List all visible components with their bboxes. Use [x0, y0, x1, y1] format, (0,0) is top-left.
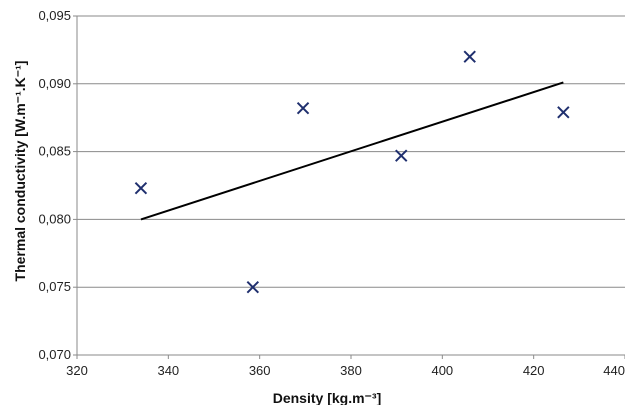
y-axis-title: Thermal conductivity [W.m⁻¹.K⁻¹] [12, 61, 28, 282]
y-tick-label: 0,080 [38, 211, 71, 226]
tick-label-layer: 0,070 0,075 0,080 0,085 0,090 0,095 320 340 360 3… [38, 8, 625, 378]
x-tick-label: 440 [603, 363, 625, 378]
trendline-layer [140, 81, 564, 221]
x-axis-title: Density [kg.m⁻³] [273, 390, 382, 405]
data-point-layer [134, 50, 570, 294]
data-point-stroke [246, 280, 260, 294]
data-point-stroke [557, 106, 570, 119]
y-tick-label: 0,090 [38, 76, 71, 91]
y-tick-label: 0,070 [38, 347, 71, 362]
x-tick-label: 420 [523, 363, 545, 378]
y-tick-label: 0,095 [38, 8, 71, 23]
data-point [557, 106, 570, 119]
data-point-stroke [134, 182, 148, 195]
data-point [296, 102, 310, 115]
trendline [140, 81, 564, 221]
data-point [134, 182, 148, 195]
axis-layer [76, 16, 625, 356]
data-point-stroke [296, 102, 310, 115]
y-tick-label: 0,085 [38, 144, 71, 159]
data-point [463, 50, 476, 63]
x-tick-label: 360 [249, 363, 271, 378]
data-point-stroke [463, 50, 476, 63]
data-point-stroke [395, 149, 408, 162]
x-tick-label: 340 [157, 363, 179, 378]
x-tick-label: 320 [66, 363, 88, 378]
data-point [395, 149, 408, 162]
x-tick-label: 400 [431, 363, 453, 378]
data-point [246, 280, 260, 294]
y-tick-label: 0,075 [38, 279, 71, 294]
x-tick-label: 380 [340, 363, 362, 378]
